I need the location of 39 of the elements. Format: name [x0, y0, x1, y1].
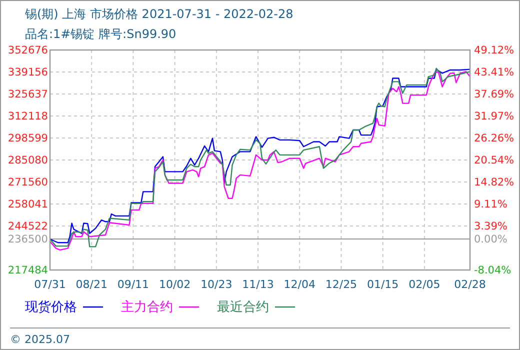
y-tick-label: 325637: [8, 88, 48, 101]
x-tick-label: 12/25: [325, 278, 358, 291]
y2-tick-label: 26.26%: [474, 132, 514, 145]
x-tick-label: 08/21: [76, 278, 108, 291]
y2-tick-label: 3.39%: [474, 220, 508, 233]
y2-tick-label: 20.54%: [474, 154, 514, 167]
x-tick-label: 10/23: [200, 278, 232, 291]
y-tick-label: 244522: [8, 220, 48, 233]
y2-tick-label: 9.11%: [474, 198, 508, 211]
y-tick-label: 217484: [8, 264, 48, 277]
y-tick-label: 258041: [8, 198, 48, 211]
y2-tick-label: 14.82%: [474, 176, 514, 189]
x-tick-label: 01/15: [366, 278, 399, 291]
y2-tick-label: -8.04%: [474, 264, 512, 277]
y-tick-label: 298599: [8, 132, 48, 145]
x-tick-label: 12/04: [284, 278, 316, 291]
y-tick-label: 352676: [8, 44, 48, 57]
legend-label: 主力合约: [121, 299, 173, 315]
y-tick-label: 339156: [8, 66, 48, 79]
x-tick-label: 10/02: [158, 278, 191, 291]
y-tick-label: 236500: [8, 234, 48, 246]
x-tick-label: 02/05: [408, 278, 440, 291]
chart-subtitle: 品名:1#锡锭 牌号:Sn99.90: [25, 27, 176, 41]
x-tick-label: 09/11: [117, 278, 150, 291]
y-tick-label: 271560: [8, 176, 48, 189]
y2-tick-label: 0.00%: [474, 234, 508, 246]
x-tick-label: 07/31: [34, 278, 66, 291]
x-tick-label: 11/13: [242, 278, 274, 291]
legend-label: 最近合约: [217, 300, 269, 315]
legend-label: 现货价格: [25, 300, 77, 315]
x-tick-label: 02/28: [454, 278, 486, 291]
y2-tick-label: 31.97%: [474, 110, 514, 123]
y2-tick-label: 37.69%: [474, 88, 514, 101]
text: © 2025.07: [10, 333, 70, 346]
y-tick-label: 285080: [8, 154, 48, 167]
y2-tick-label: 49.12%: [474, 44, 514, 57]
y-tick-label: 312118: [8, 110, 48, 123]
chart-title: 锡(期) 上海 市场价格 2021-07-31 - 2022-02-28: [24, 7, 294, 21]
y2-tick-label: 43.41%: [474, 66, 514, 79]
